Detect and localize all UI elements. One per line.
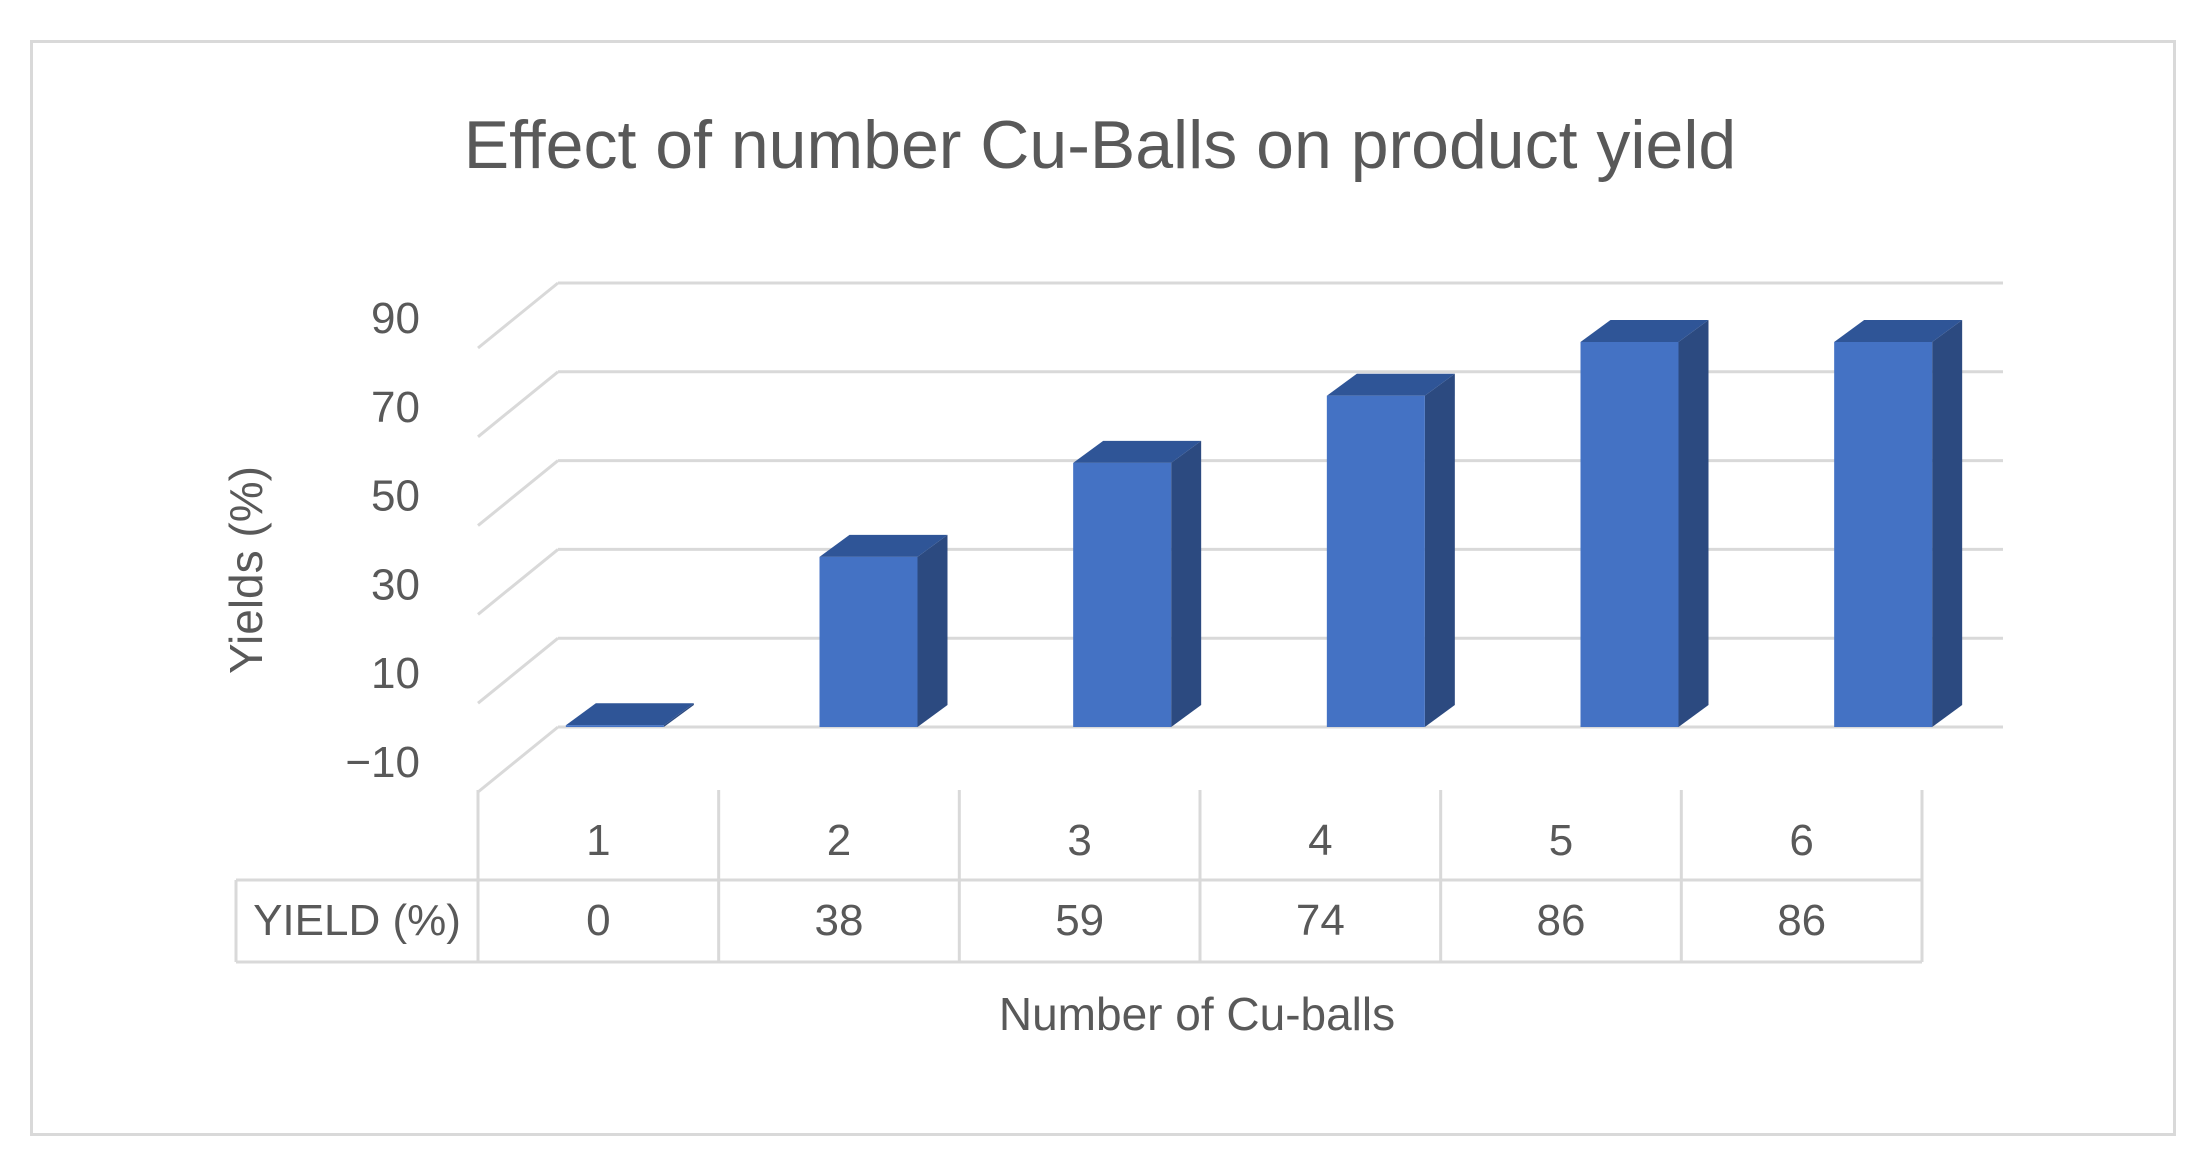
bar-front [1326,395,1425,727]
y-tick-label: 10 [371,649,420,698]
category-label: 3 [1067,816,1091,865]
bar-side [663,703,694,727]
bar [565,703,694,727]
bar-top [1073,440,1202,463]
bar-top [1326,373,1455,396]
bar-front [1580,342,1679,727]
data-value-label: 74 [1296,896,1345,945]
y-tick-label: 90 [371,294,420,343]
gridline-depth [477,459,559,527]
category-label: 1 [586,816,610,865]
bar-front [565,725,664,727]
bar [1073,440,1202,727]
bar [819,534,948,727]
data-value-label: 86 [1537,896,1586,945]
series-label: YIELD (%) [253,896,461,945]
y-axis-title: Yields (%) [220,466,272,674]
category-label: 6 [1789,816,1813,865]
bar [1580,320,1709,727]
gridline-depth [477,548,559,616]
bars [565,320,1963,727]
bar-side [1932,320,1963,727]
data-value-label: 86 [1777,896,1826,945]
y-tick-label: 70 [371,383,420,432]
category-label: 5 [1549,816,1573,865]
gridline-depth [477,725,559,794]
gridline-depth [477,281,559,350]
x-axis-title: Number of Cu-balls [999,988,1395,1040]
data-value-label: 38 [815,896,864,945]
bar-front [1834,342,1933,727]
data-value-label: 59 [1055,896,1104,945]
data-value-label: 0 [586,896,610,945]
y-tick-label: 30 [371,560,420,609]
bar-top [565,703,694,726]
bar-side [1424,373,1455,727]
category-label: 4 [1308,816,1332,865]
gridline-depth [477,637,559,705]
bar-top [819,534,948,557]
chart-title: Effect of number Cu-Balls on product yie… [464,107,1737,183]
data-table: YIELD (%) 1 0 2 38 3 59 4 74 5 86 6 86 [234,790,1924,964]
y-tick-label: −10 [345,738,420,787]
bar-front [819,556,918,727]
bar-side [1678,320,1709,727]
gridlines [477,281,2003,794]
bar-top [1834,320,1963,342]
category-label: 2 [827,816,851,865]
gridline-depth [477,370,559,438]
bar-top [1580,320,1709,342]
y-tick-label: 50 [371,472,420,521]
bar [1326,373,1455,727]
bar-front [1073,462,1172,727]
bar [1834,320,1963,727]
y-axis-ticks: 90 70 50 30 10 −10 [345,294,420,787]
bar-side [917,534,948,727]
bar-side [1171,440,1202,727]
